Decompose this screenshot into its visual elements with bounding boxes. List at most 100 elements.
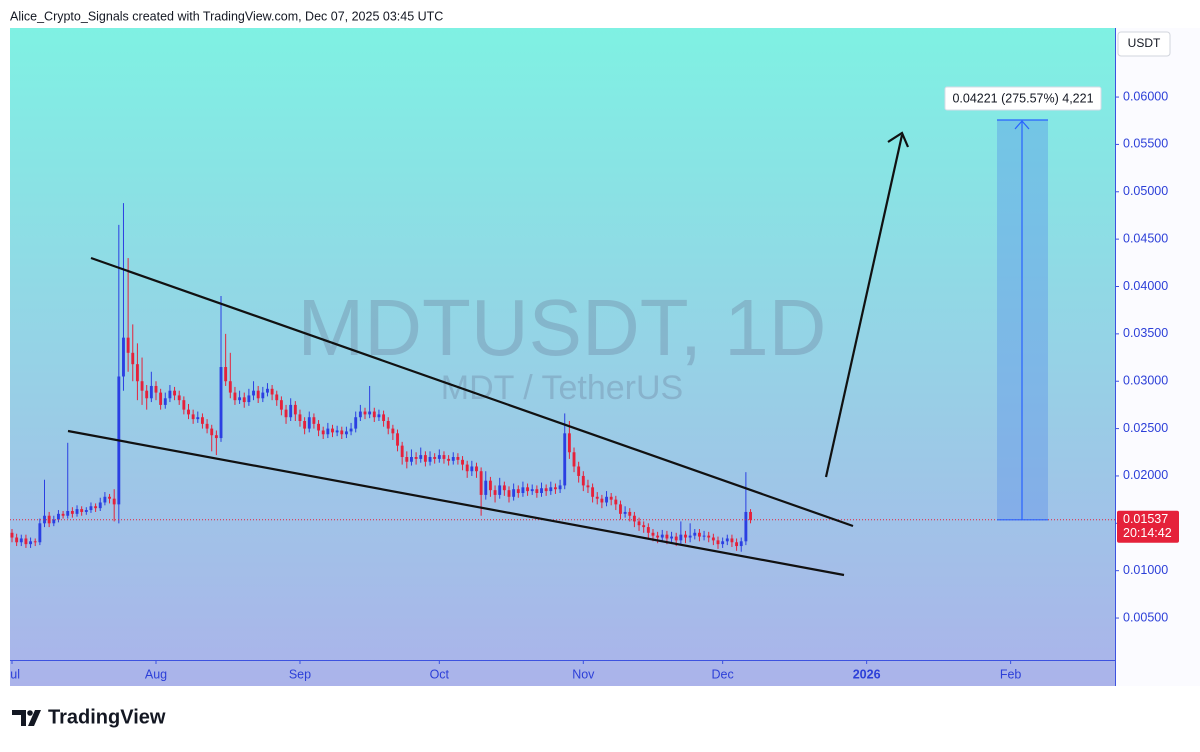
candle-body (595, 496, 599, 499)
candle-body (145, 390, 149, 399)
candle-body (749, 511, 752, 520)
candle-body (521, 487, 525, 494)
candle-body (382, 414, 386, 422)
candle-body (581, 475, 585, 486)
candle-body (163, 398, 167, 405)
candle-body (414, 457, 418, 459)
candle-body (252, 390, 255, 396)
candle-body (219, 367, 223, 439)
candle-body (684, 534, 687, 538)
candle-body (637, 521, 641, 526)
candle-body (80, 509, 84, 512)
candle-body (191, 414, 195, 420)
candle-body (200, 417, 204, 424)
candle-body (89, 506, 93, 511)
measure-arrow-head (1014, 120, 1030, 130)
candle-body (98, 502, 102, 509)
candle-body (126, 337, 130, 353)
candle-body (266, 388, 269, 393)
candle-body (298, 414, 302, 422)
candle-body (614, 499, 618, 505)
candle-body (586, 485, 590, 488)
candle-body (725, 538, 729, 542)
candle-body (386, 421, 390, 429)
candle-body (656, 535, 660, 538)
candle-body (177, 395, 181, 401)
candle-body (493, 490, 497, 495)
candle-body (279, 400, 283, 410)
watermark-subtitle: MDT / TetherUS (441, 369, 683, 407)
y-tick-label: 0.00500 (1123, 610, 1168, 624)
price-scale-background (1116, 28, 1200, 686)
candle-body (344, 431, 348, 435)
candle-body (437, 455, 441, 459)
candle-body (651, 532, 655, 536)
y-tick-label: 0.04500 (1123, 231, 1168, 245)
candle-body (391, 428, 395, 434)
candle-body (154, 385, 158, 393)
x-tick-label: Oct (430, 667, 450, 681)
candle-body (488, 480, 492, 491)
current-price-badge (1117, 510, 1179, 543)
x-tick-label: Nov (572, 667, 595, 681)
candle-body (502, 485, 506, 491)
candle-body (122, 337, 125, 377)
candle-body (149, 385, 153, 399)
candle-body (43, 515, 46, 524)
candle-body (646, 527, 650, 533)
candle-body (275, 394, 279, 401)
candle-body (372, 411, 376, 418)
candle-body (168, 390, 172, 399)
candle-body (442, 455, 446, 459)
x-tick-label: Jul (4, 667, 20, 681)
candle-body (410, 457, 413, 462)
candle-body (182, 400, 186, 410)
trendline (67, 429, 845, 577)
candle-body (632, 515, 636, 522)
candle-body (103, 496, 107, 503)
candle-body (465, 464, 469, 472)
candle-body (549, 487, 553, 492)
candle-body (140, 381, 144, 391)
candle-body (697, 532, 701, 537)
candle-body (512, 489, 516, 497)
candle-body (498, 485, 502, 495)
countdown-label: 20:14:42 (1123, 526, 1172, 540)
candle-body (702, 535, 706, 537)
candle-body (159, 392, 163, 405)
candle-body (609, 496, 613, 500)
candle-body (256, 390, 260, 399)
currency-button[interactable] (1117, 31, 1171, 57)
candle-body (38, 523, 42, 543)
y-tick-label: 0.02500 (1123, 421, 1168, 435)
y-tick-label: 0.05000 (1123, 184, 1168, 198)
candle-body (196, 417, 200, 420)
candle-body (29, 541, 33, 545)
logo-mark (12, 710, 41, 726)
axes: 0.005000.010000.015000.020000.025000.030… (4, 86, 1179, 681)
candle-body (400, 445, 404, 458)
y-tick-label: 0.04000 (1123, 279, 1168, 293)
candle-body (558, 485, 562, 490)
candle-body (735, 542, 739, 547)
candle-body (358, 411, 362, 418)
candle-body (721, 541, 725, 545)
candle-body (577, 466, 581, 476)
candle-body (674, 536, 678, 541)
candle-body (52, 519, 56, 524)
y-tick-label: 0.03000 (1123, 374, 1168, 388)
currency-label: USDT (1128, 36, 1161, 50)
candle-body (349, 428, 353, 432)
candle-body (716, 540, 720, 545)
candle-body (66, 510, 70, 516)
x-tick-labels: Jul Aug Sep Oct Nov Dec 2026 Feb (4, 667, 1021, 681)
candle-body (554, 487, 557, 490)
candle-body (173, 390, 177, 396)
candle-body (693, 532, 697, 536)
candle-body (507, 490, 511, 497)
candle-body (739, 541, 743, 547)
candle-body (270, 388, 274, 395)
y-tick-label: 0.06000 (1123, 89, 1168, 103)
candle-body (711, 537, 715, 541)
candle-body (623, 511, 627, 514)
